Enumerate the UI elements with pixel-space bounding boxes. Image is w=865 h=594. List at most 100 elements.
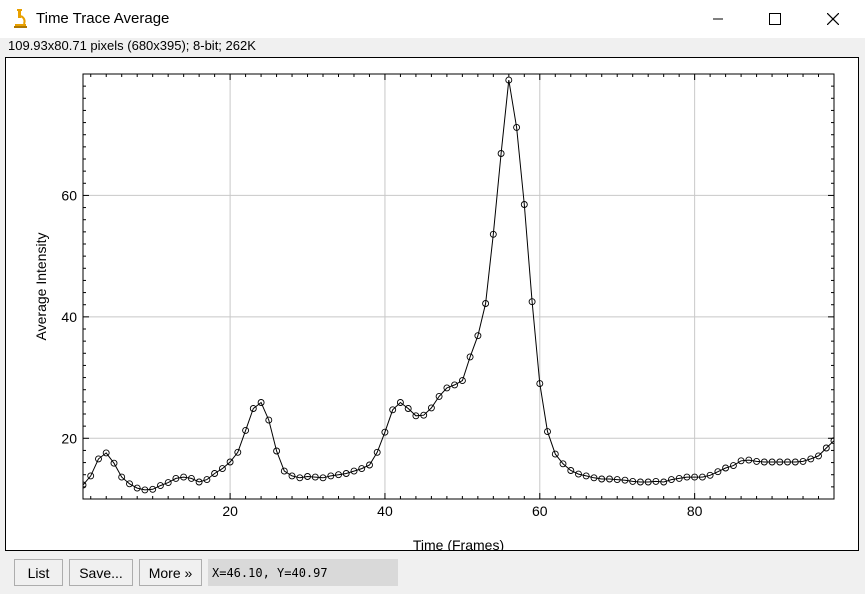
close-icon [827,13,839,25]
data-point [187,474,195,482]
plot-panel[interactable]: 20 40 60 80 20 40 60 Time (Frames) Average Int… [5,57,859,551]
data-point [474,332,482,340]
x-tick-label: 80 [687,503,703,519]
data-point [257,399,265,406]
data-point [582,472,590,480]
y-tick-label: 40 [61,309,77,325]
data-point [830,437,834,445]
data-point [296,474,304,482]
window-title: Time Trace Average [36,10,170,27]
data-point [621,476,629,484]
data-point [683,473,691,481]
more-button[interactable]: More » [139,559,202,586]
data-point [226,458,234,466]
tick-labels: 20 40 60 80 20 40 60 [61,187,702,519]
data-point [791,458,799,466]
data-point [815,452,822,460]
data-point [249,405,257,412]
data-point [505,76,513,84]
data-point [420,411,428,419]
data-point [327,472,335,480]
data-point [404,405,412,412]
data-point [366,461,373,469]
maximize-button[interactable] [746,0,804,38]
save-button[interactable]: Save... [69,559,133,586]
image-info: 109.93x80.71 pixels (680x395); 8-bit; 26… [8,38,256,53]
microscope-icon [14,9,27,28]
data-point [799,457,807,465]
data-point [443,384,451,392]
data-point [784,458,791,466]
data-point [497,150,505,157]
data-point [164,479,172,487]
data-point [218,465,226,473]
data-point [102,449,110,457]
data-point [373,448,381,456]
x-tick-label: 20 [222,503,238,519]
data-point [613,476,621,484]
data-point [636,478,644,486]
data-point [141,486,149,494]
x-axis-label: Time (Frames) [413,537,504,550]
close-button[interactable] [804,0,862,38]
data-point [288,472,296,480]
data-point [242,426,250,434]
data-point [126,480,133,488]
data-point [180,473,188,481]
data-point [745,456,753,464]
data-point [520,201,528,208]
y-tick-label: 20 [61,430,77,446]
data-point [544,428,551,436]
data-point [195,478,203,486]
data-point [466,353,474,361]
list-button[interactable]: List [14,559,63,586]
plot-area [82,73,835,500]
data-point [172,474,180,482]
data-point [133,484,141,492]
maximize-icon [769,13,781,25]
data-point [435,392,443,400]
data-point [807,455,815,463]
data-point [412,412,420,420]
data-point [273,447,281,455]
data-point [528,298,536,306]
data-point [451,381,459,389]
data-point [118,473,126,481]
data-point [203,476,211,484]
data-point [644,478,652,486]
data-point [350,467,358,475]
x-tick-label: 60 [532,503,548,519]
data-point [482,300,490,307]
data-point [458,377,466,385]
data-point [396,399,404,406]
minimize-button[interactable] [689,0,747,38]
data-point [311,473,319,481]
title-bar: Time Trace Average [0,0,865,38]
y-axis-label: Average Intensity [33,233,49,341]
data-point [714,468,722,476]
data-point [567,467,575,474]
data-point [706,471,714,479]
data-point [776,458,784,466]
data-point [629,477,637,485]
axis-ticks [83,73,835,499]
data-point [698,473,706,481]
x-tick-label: 40 [377,503,393,519]
data-point [427,404,435,412]
data-point [156,482,164,490]
data-point [83,481,87,489]
data-point [319,474,327,482]
data-points [83,76,834,494]
data-point [691,473,699,481]
data-point [389,406,397,414]
data-point [675,474,683,482]
data-point [760,458,768,466]
data-point [489,230,497,238]
coordinate-readout: X=46.10, Y=40.97 [208,559,398,586]
data-point [513,123,521,131]
grid-lines [83,74,834,499]
line-chart: 20 40 60 80 20 40 60 Time (Frames) Average Int… [33,73,835,550]
data-point [559,460,567,468]
data-point [381,428,389,436]
data-point [110,459,118,467]
